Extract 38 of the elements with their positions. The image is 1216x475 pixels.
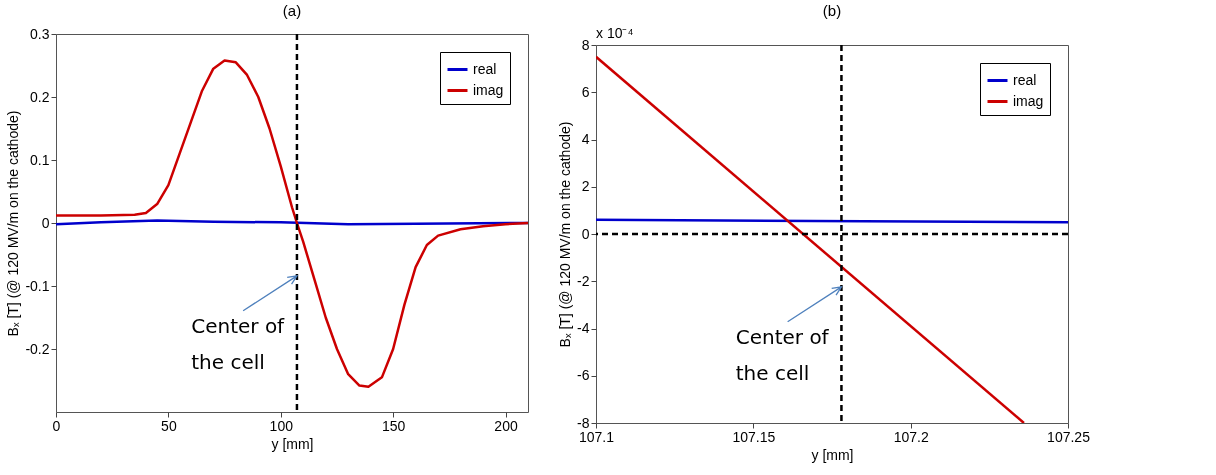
y-tick-label: 0.2: [30, 88, 50, 105]
x-tick-label: 0: [52, 417, 61, 434]
legend-label: real: [473, 60, 497, 77]
x-tick-label: 50: [161, 417, 177, 434]
y-tick-label: 0.3: [30, 25, 50, 42]
annotation: Center of the cell: [735, 324, 830, 385]
y-axis-title: Bₓ [T] (@ 120 MV/m on the cathode): [557, 121, 574, 348]
x-tick-label: 107.15: [732, 428, 776, 445]
x-tick-label: 100: [269, 417, 294, 434]
x-tick-label: 107.25: [1047, 428, 1091, 445]
y-tick-label: 0: [581, 225, 590, 242]
y-tick-label: -0.1: [25, 277, 50, 294]
y-tick-label: 0.1: [30, 151, 50, 168]
x-axis-title: y [mm]: [811, 446, 854, 463]
y-axis-title: Bₓ [T] (@ 120 MV/m on the cathode): [5, 110, 22, 337]
annotation: Center of the cell: [191, 313, 286, 374]
y-tick-label: 0: [41, 214, 50, 231]
y-tick-label: -8: [577, 414, 590, 431]
x-axis-title: y [mm]: [271, 435, 314, 452]
y-tick-label: -4: [577, 320, 590, 336]
line-series: [56, 59, 528, 389]
legend-label: imag: [1013, 92, 1044, 109]
y-tick-label: 4: [581, 131, 590, 147]
x-tick-label: 107.2: [893, 428, 929, 445]
x-tick-label: 107.1: [578, 428, 615, 445]
y-tick-label: -0.2: [25, 340, 50, 357]
chart-title: (b): [822, 2, 842, 19]
text: x 10⁻⁴: [596, 25, 634, 41]
y-tick-label: -2: [577, 272, 590, 289]
legend-label: imag: [473, 81, 504, 98]
x-tick-label: 200: [494, 417, 518, 434]
chart-title: (a): [282, 2, 302, 19]
y-tick-label: -6: [577, 367, 590, 384]
x-tick-label: 150: [381, 417, 406, 434]
legend-label: real: [1013, 71, 1037, 88]
y-tick-label: 8: [581, 36, 590, 53]
y-tick-label: 2: [581, 178, 590, 195]
y-tick-label: 6: [581, 83, 590, 100]
